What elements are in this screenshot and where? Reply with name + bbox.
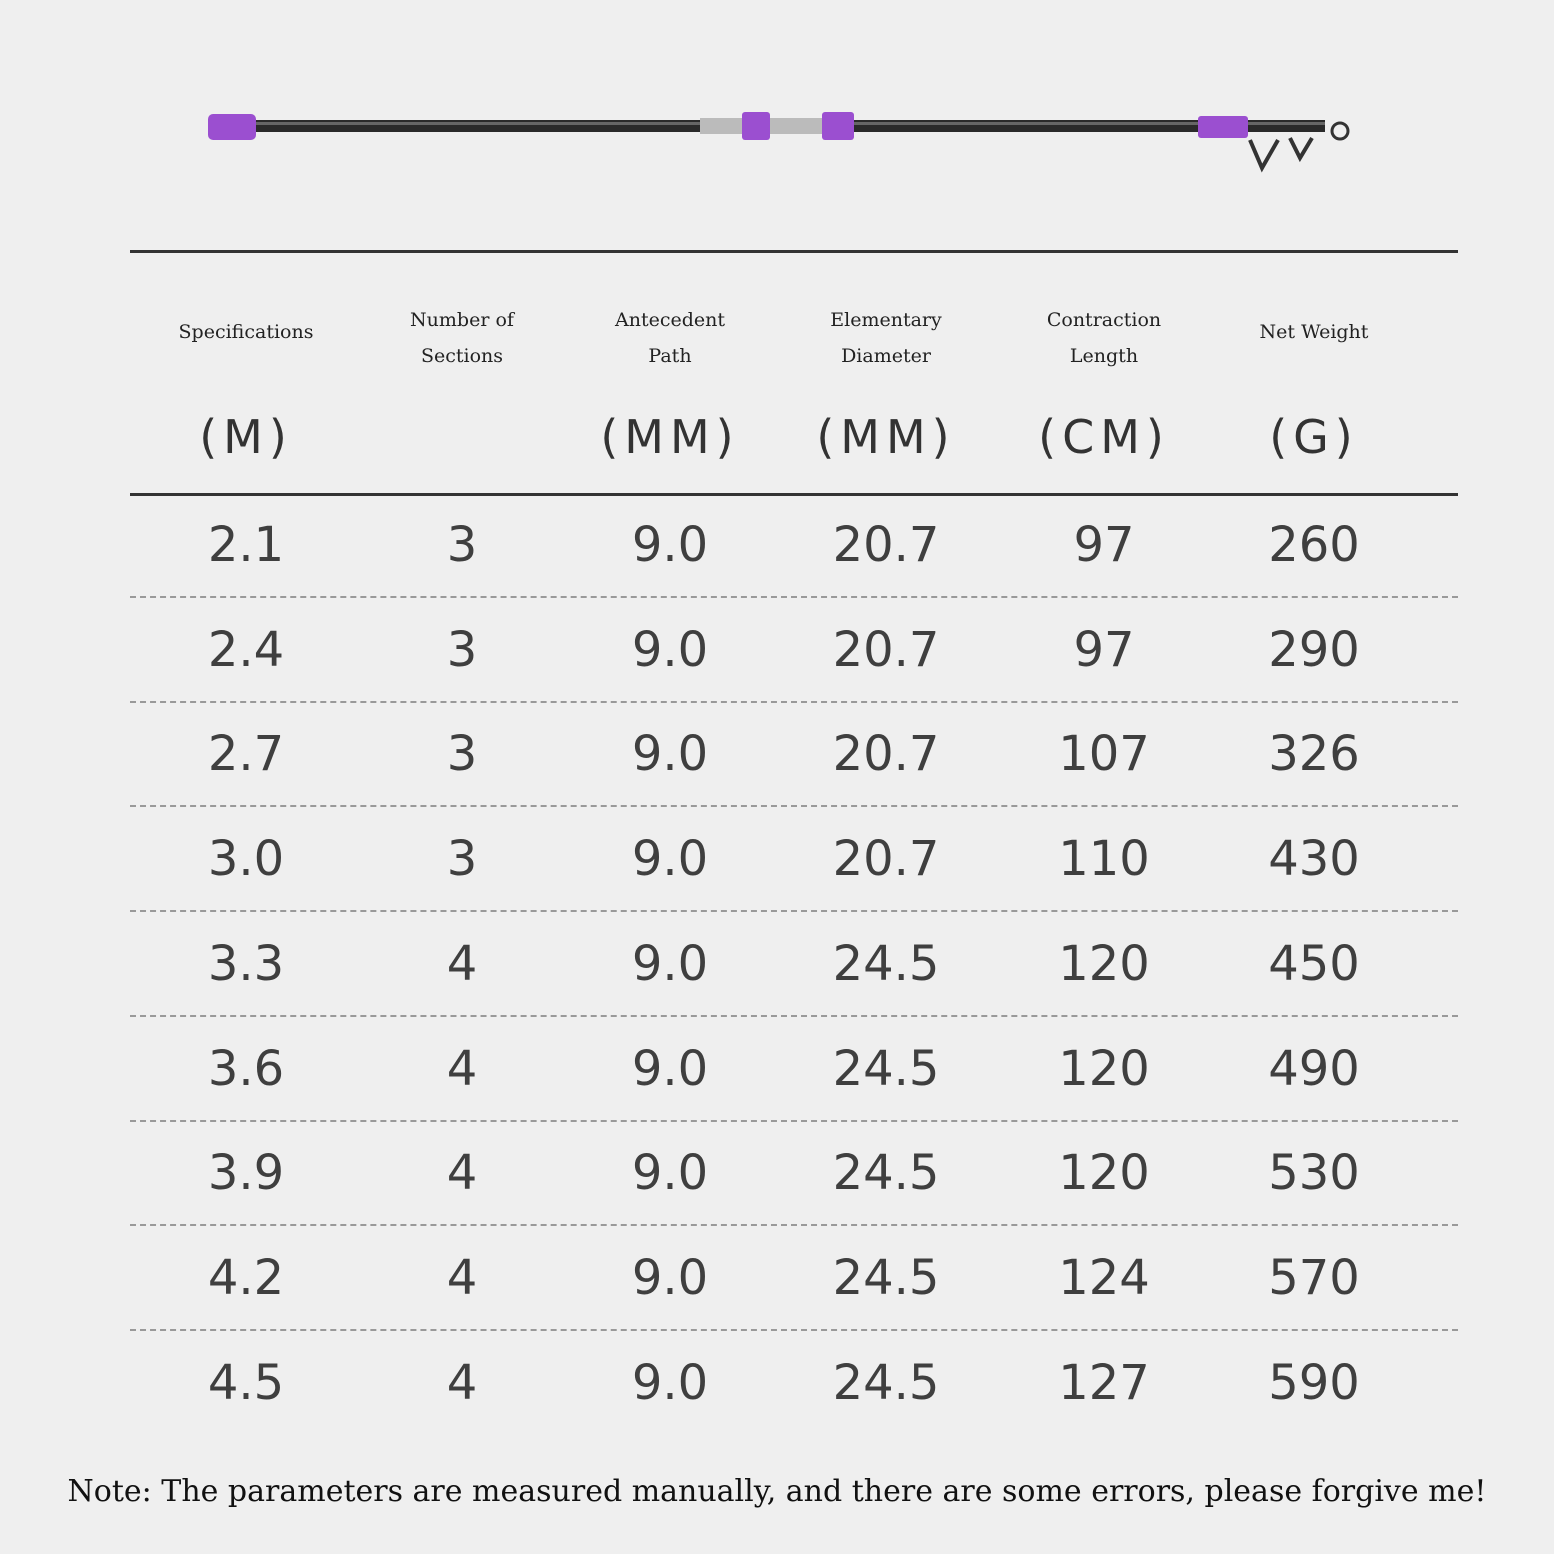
table-cell: 9.0 <box>631 831 709 888</box>
table-cell: 9.0 <box>631 621 709 678</box>
table-cell: 326 <box>1268 726 1360 783</box>
table-cell: 590 <box>1268 1354 1360 1411</box>
column-header: Net Weight <box>1259 321 1369 343</box>
column-unit: (M) <box>199 410 293 464</box>
table-cell: 4.2 <box>207 1249 285 1306</box>
table-cell: 97 <box>1073 517 1135 573</box>
table-cell: 9.0 <box>631 726 709 783</box>
table-cell: 3 <box>446 831 478 888</box>
table-cell: 120 <box>1058 1040 1150 1097</box>
table-cell: 4 <box>446 1354 478 1411</box>
table-cell: 20.7 <box>832 831 940 888</box>
column-header: Number of <box>410 309 514 331</box>
table-cell: 3.9 <box>207 1145 285 1202</box>
table-cell: 127 <box>1058 1354 1150 1411</box>
table-cell: 4 <box>446 1040 478 1097</box>
table-cell: 9.0 <box>631 1249 709 1306</box>
column-unit: (MM) <box>816 410 956 464</box>
column-header: Contraction <box>1046 309 1162 331</box>
table-cell: 570 <box>1268 1249 1360 1306</box>
top-rule <box>130 250 1458 253</box>
column-header: Sections <box>420 345 504 367</box>
table-cell: 97 <box>1073 621 1135 678</box>
row-divider <box>130 596 1458 598</box>
table-cell: 2.7 <box>207 726 285 783</box>
column-header: Diameter <box>841 345 931 367</box>
table-cell: 260 <box>1268 517 1360 573</box>
table-cell: 9.0 <box>631 1040 709 1097</box>
column-header: Antecedent <box>614 309 725 331</box>
table-cell: 24.5 <box>832 935 940 992</box>
column-unit: (CM) <box>1038 410 1170 464</box>
table-cell: 4 <box>446 1145 478 1202</box>
rod-image <box>208 112 1350 173</box>
row-divider <box>130 805 1458 808</box>
table-cell: 107 <box>1058 726 1150 783</box>
table-cell: 3.3 <box>207 935 285 992</box>
column-header: Path <box>648 345 692 367</box>
table-cell: 9.0 <box>631 935 709 992</box>
table-cell: 490 <box>1268 1040 1360 1097</box>
table-cell: 9.0 <box>631 1354 709 1411</box>
row-divider <box>130 1328 1458 1331</box>
note: Note: The parameters are measured manual… <box>67 1474 1487 1509</box>
column-header: Length <box>1069 345 1139 367</box>
table-cell: 530 <box>1268 1145 1360 1202</box>
row-divider <box>130 1014 1458 1017</box>
row-divider <box>130 1224 1458 1227</box>
table-cell: 290 <box>1268 621 1360 678</box>
table-cell: 2.4 <box>207 621 285 678</box>
row-divider <box>130 700 1458 703</box>
table-cell: 3 <box>446 621 478 678</box>
table-cell: 4 <box>446 1249 478 1306</box>
row-divider <box>130 910 1458 913</box>
table-cell: 124 <box>1058 1249 1150 1306</box>
table-cell: 2.1 <box>207 517 285 573</box>
column-header: Specifications <box>178 321 314 343</box>
table-cell: 450 <box>1268 935 1360 992</box>
row-divider <box>130 1119 1458 1122</box>
table-cell: 3.6 <box>207 1040 285 1097</box>
table-cell: 110 <box>1058 831 1150 888</box>
table-cell: 24.5 <box>832 1040 940 1097</box>
table-cell: 3 <box>446 517 478 573</box>
table-cell: 24.5 <box>832 1145 940 1202</box>
table-cell: 20.7 <box>832 621 940 678</box>
table-cell: 4 <box>446 935 478 992</box>
table-cell: 3.0 <box>207 831 285 888</box>
table-cell: 24.5 <box>832 1354 940 1411</box>
table-cell: 120 <box>1058 1145 1150 1202</box>
table-cell: 120 <box>1058 935 1150 992</box>
table-cell: 24.5 <box>832 1249 940 1306</box>
table-cell: 20.7 <box>832 726 940 783</box>
header-rule <box>130 493 1458 496</box>
table-cell: 20.7 <box>832 517 940 573</box>
table-cell: 3 <box>446 726 478 783</box>
table-cell: 4.5 <box>207 1354 285 1411</box>
table-cell: 9.0 <box>631 517 709 573</box>
column-header: Elementary <box>830 309 942 331</box>
column-unit: (G) <box>1269 410 1359 464</box>
table-cell: 9.0 <box>631 1145 709 1202</box>
column-unit: (MM) <box>600 410 740 464</box>
table-cell: 430 <box>1268 831 1360 888</box>
